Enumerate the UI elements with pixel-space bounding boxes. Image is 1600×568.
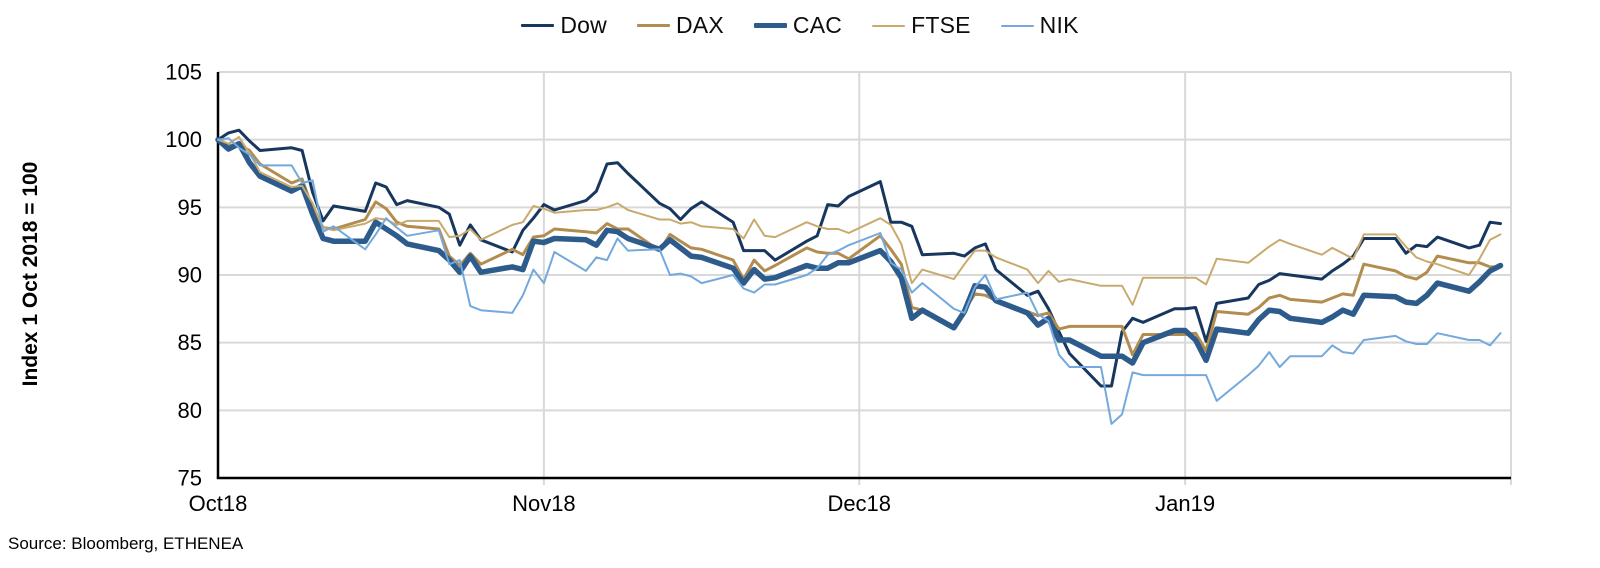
- legend-line-swatch: [637, 24, 670, 27]
- y-tick-label: 80: [178, 398, 202, 423]
- y-tick-label: 90: [178, 263, 202, 288]
- legend-item-cac: CAC: [753, 12, 843, 39]
- y-tick-label: 75: [178, 466, 202, 491]
- legend-label: NIK: [1039, 12, 1079, 38]
- series-line-nik: [217, 137, 1502, 425]
- legend-label: Dow: [560, 12, 607, 38]
- series-line-cac: [215, 136, 1504, 366]
- legend-line-swatch: [1000, 24, 1034, 27]
- legend-line-swatch: [753, 22, 787, 29]
- legend-item-dax: DAX: [637, 12, 724, 39]
- y-tick-label: 100: [165, 127, 202, 152]
- legend-label: DAX: [676, 12, 724, 38]
- legend-item-dow: Dow: [521, 12, 607, 39]
- series-line-dow: [216, 128, 1502, 388]
- x-tick-label: Jan19: [1155, 491, 1215, 516]
- legend-label: FTSE: [911, 12, 971, 38]
- legend-label: CAC: [792, 12, 843, 38]
- legend-line-swatch: [521, 24, 555, 27]
- source-note: Source: Bloomberg, ETHENEA: [8, 534, 244, 553]
- series-line-ftse: [217, 136, 1502, 306]
- x-tick-label: Dec18: [827, 491, 891, 516]
- legend-item-ftse: FTSE: [872, 12, 971, 39]
- legend-item-nik: NIK: [1000, 12, 1079, 39]
- x-tick-label: Nov18: [512, 491, 576, 516]
- y-axis-title: Index 1 Oct 2018 = 100: [19, 161, 42, 387]
- y-tick-label: 105: [165, 60, 202, 85]
- y-tick-label: 95: [178, 195, 202, 220]
- series-line-dax: [216, 138, 1502, 357]
- y-tick-label: 85: [178, 330, 202, 355]
- x-tick-label: Oct18: [189, 491, 248, 516]
- chart-legend: Dow DAX CAC FTSE NIK: [0, 12, 1600, 39]
- legend-line-swatch: [872, 24, 906, 27]
